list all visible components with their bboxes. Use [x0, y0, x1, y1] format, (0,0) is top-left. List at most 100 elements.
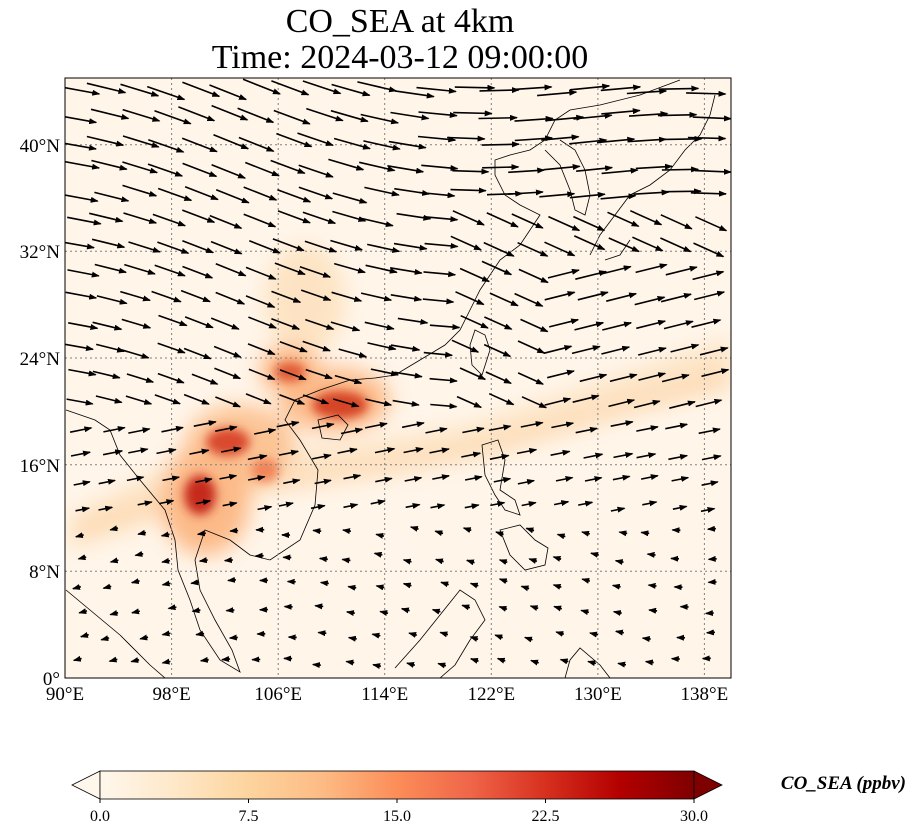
wind-vector-arrow [213, 345, 242, 358]
wind-vector-arrow [456, 395, 483, 409]
coast-luzon [481, 439, 521, 516]
wind-vector-arrow [254, 428, 277, 435]
colorbar-tick-label: 15.0 [383, 808, 411, 825]
wind-vector-arrow [243, 186, 278, 201]
lon-tick-label: 106°E [254, 684, 302, 705]
wind-vector-arrow [488, 392, 515, 406]
wind-vector-arrow [213, 134, 250, 150]
wind-vector-arrow [279, 394, 306, 405]
wind-vector-arrow [363, 140, 401, 151]
wind-vector-arrow [345, 610, 355, 616]
wind-vector-arrow [191, 373, 219, 385]
wind-vector-arrow [394, 371, 423, 379]
wind-vector-arrow [242, 78, 281, 95]
wind-vector-arrow [154, 264, 186, 277]
wind-vector-arrow [161, 425, 184, 433]
wind-vector-arrow [409, 525, 419, 532]
wind-vector-arrow [430, 403, 458, 410]
wind-vector-arrow [182, 162, 218, 178]
wind-vector-arrow [459, 267, 491, 283]
wind-vector-arrow [100, 635, 110, 642]
wind-vector-arrow [328, 158, 365, 171]
wind-vector-arrow [537, 89, 578, 97]
wind-vector-arrow [68, 368, 97, 377]
lat-tick-label: 16°N [20, 456, 61, 477]
coast-japan [589, 94, 716, 261]
wind-vector-arrow [157, 372, 185, 384]
wind-vector-arrow [161, 658, 171, 665]
wind-vector-arrow [302, 80, 342, 95]
wind-vector-arrow [647, 582, 657, 589]
wind-vector-arrow [365, 398, 393, 407]
colorbar-tick-label: 7.5 [239, 808, 259, 825]
wind-vector-arrow [66, 398, 94, 406]
wind-vector-arrow [459, 367, 487, 381]
wind-vector-arrow [549, 318, 580, 328]
wind-vector-arrow [211, 104, 249, 121]
wind-vector-arrow [520, 421, 544, 428]
lon-tick-label: 98°E [152, 684, 190, 705]
wind-vector-arrow [72, 584, 81, 590]
colorbar-label: CO_SEA (ppbv) [781, 773, 906, 794]
wind-vector-arrow [183, 393, 210, 405]
wind-vector-arrow [660, 237, 692, 253]
wind-vector-arrow [628, 136, 667, 143]
wind-vector-arrow [425, 427, 448, 434]
wind-vector-arrow [248, 316, 278, 329]
wind-vector-arrow [222, 501, 238, 508]
wind-vector-arrow [638, 372, 667, 381]
wind-vector-arrow [692, 270, 725, 281]
wind-vector-arrow [695, 398, 723, 408]
wind-vector-arrow [312, 528, 322, 535]
wind-vector-arrow [334, 374, 363, 385]
wind-vector-arrow [579, 373, 608, 383]
wind-vector-arrow [122, 161, 159, 174]
wind-vector-arrow [606, 292, 638, 302]
wind-vector-arrow [405, 502, 421, 509]
wind-vector-arrow [137, 500, 153, 507]
wind-vector-arrow [156, 447, 177, 455]
wind-vector-arrow [379, 610, 389, 616]
wind-vector-arrow [333, 262, 366, 274]
wind-vector-arrow [490, 501, 506, 507]
wind-vector-arrow [364, 421, 388, 429]
wind-vector-arrow [602, 321, 633, 331]
wind-vector-arrow [199, 656, 209, 663]
wind-vector-arrow [635, 163, 673, 170]
wind-vector-arrow [209, 214, 243, 229]
wind-vector-arrow [78, 608, 88, 615]
wind-vector-arrow [302, 394, 330, 405]
wind-vector-arrow [124, 263, 156, 275]
wind-vector-arrow [375, 532, 385, 539]
wind-vector-arrow [665, 188, 702, 195]
wind-vector-arrow [182, 265, 214, 279]
wind-vector-arrow [91, 238, 126, 249]
wind-vector-arrow [671, 476, 690, 482]
wind-vector-arrow [632, 236, 664, 252]
wind-vector-arrow [612, 610, 622, 616]
wind-vector-arrow [507, 189, 544, 196]
colorbar-tick-label: 22.5 [532, 808, 560, 825]
wind-vector-arrow [661, 166, 700, 173]
wind-vector-arrow [481, 260, 513, 276]
wind-vector-arrow [388, 140, 427, 150]
wind-vector-arrow [196, 530, 206, 537]
wind-vector-arrow [641, 635, 651, 642]
wind-vector-arrow [590, 551, 599, 558]
wind-vector-arrow [367, 342, 397, 351]
wind-vector-arrow [122, 108, 161, 122]
wind-vector-arrow [67, 216, 102, 226]
colorbar-gradient [99, 770, 695, 800]
wind-vector-arrow [461, 451, 482, 458]
plume-south-china [265, 245, 345, 355]
wind-vector-arrow [600, 193, 637, 200]
wind-vector-arrow [578, 500, 594, 507]
wind-vector-arrow [469, 582, 479, 589]
coast-borneo [394, 589, 486, 678]
wind-vector-arrow [555, 476, 574, 482]
wind-vector-arrow [161, 557, 171, 564]
wind-vector-arrow [707, 555, 717, 562]
wind-vector-arrow [94, 263, 127, 274]
wind-vector-arrow [125, 395, 153, 405]
